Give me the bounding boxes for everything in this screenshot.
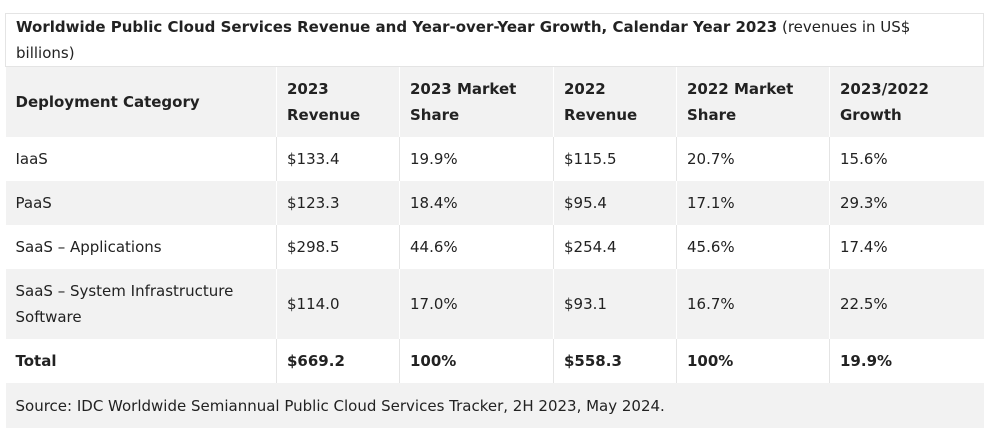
table-title-units: (revenues in US$ billions) [16, 18, 911, 62]
table-row: SaaS – Applications $298.5 44.6% $254.4 … [5, 225, 984, 269]
cell-growth: 17.4% [828, 225, 984, 269]
total-2023-revenue: $669.2 [276, 339, 400, 383]
cell-category: PaaS [5, 181, 277, 225]
cell-2023-revenue: $298.5 [276, 225, 400, 269]
table-row: IaaS $133.4 19.9% $115.5 20.7% 15.6% [5, 137, 984, 181]
table-title-row: Worldwide Public Cloud Services Revenue … [4, 13, 985, 67]
total-2022-share: 100% [676, 339, 830, 383]
total-label: Total [5, 339, 277, 383]
cloud-revenue-table: Worldwide Public Cloud Services Revenue … [4, 13, 985, 428]
total-row: Total $669.2 100% $558.3 100% 19.9% [5, 339, 984, 383]
cell-2022-revenue: $95.4 [553, 181, 677, 225]
table-row: SaaS – System Infrastructure Software $1… [5, 269, 984, 339]
total-2022-revenue: $558.3 [553, 339, 677, 383]
cell-growth: 22.5% [828, 269, 984, 339]
cell-2022-revenue: $254.4 [553, 225, 677, 269]
cell-2022-share: 16.7% [676, 269, 830, 339]
cell-2022-revenue: $115.5 [553, 137, 677, 181]
table-title: Worldwide Public Cloud Services Revenue … [4, 13, 985, 67]
header-deployment-category: Deployment Category [5, 66, 277, 137]
cell-growth: 15.6% [828, 137, 984, 181]
cell-2023-revenue: $114.0 [276, 269, 400, 339]
total-growth: 19.9% [828, 339, 984, 383]
cell-2023-share: 44.6% [399, 225, 554, 269]
cell-growth: 29.3% [828, 181, 984, 225]
cloud-revenue-table-container: Worldwide Public Cloud Services Revenue … [4, 13, 985, 428]
cell-2023-revenue: $123.3 [276, 181, 400, 225]
cell-2022-share: 45.6% [676, 225, 830, 269]
header-2023-revenue: 2023 Revenue [276, 66, 400, 137]
table-row: PaaS $123.3 18.4% $95.4 17.1% 29.3% [5, 181, 984, 225]
cell-2022-share: 17.1% [676, 181, 830, 225]
table-header-row: Deployment Category 2023 Revenue 2023 Ma… [5, 66, 984, 137]
cell-2023-share: 17.0% [399, 269, 554, 339]
total-2023-share: 100% [399, 339, 554, 383]
header-growth: 2023/2022 Growth [828, 66, 984, 137]
source-row: Source: IDC Worldwide Semiannual Public … [5, 383, 984, 428]
cell-2023-share: 18.4% [399, 181, 554, 225]
cell-category: IaaS [5, 137, 277, 181]
cell-2022-share: 20.7% [676, 137, 830, 181]
cell-2022-revenue: $93.1 [553, 269, 677, 339]
cell-category: SaaS – System Infrastructure Software [5, 269, 277, 339]
header-2022-market-share: 2022 Market Share [676, 66, 830, 137]
source-note: Source: IDC Worldwide Semiannual Public … [5, 383, 984, 428]
table-title-main: Worldwide Public Cloud Services Revenue … [16, 18, 778, 36]
cell-category: SaaS – Applications [5, 225, 277, 269]
header-2023-market-share: 2023 Market Share [399, 66, 554, 137]
cell-2023-revenue: $133.4 [276, 137, 400, 181]
cell-2023-share: 19.9% [399, 137, 554, 181]
header-2022-revenue: 2022 Revenue [553, 66, 677, 137]
